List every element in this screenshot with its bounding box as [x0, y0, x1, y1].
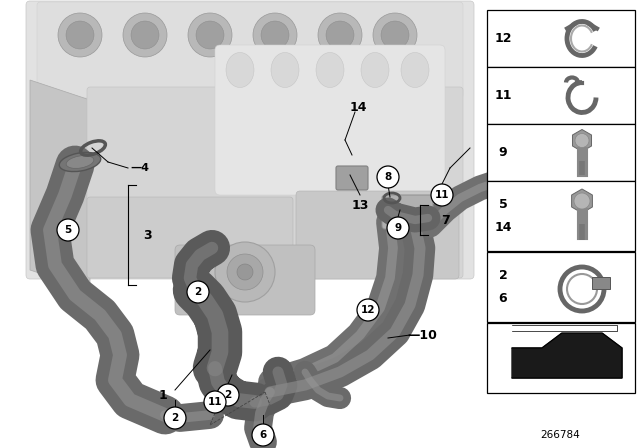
Circle shape: [574, 193, 590, 209]
Text: 6: 6: [259, 430, 267, 440]
FancyBboxPatch shape: [26, 1, 474, 279]
Bar: [592, 277, 610, 289]
Circle shape: [217, 384, 239, 406]
Bar: [487, 181, 635, 251]
FancyBboxPatch shape: [382, 195, 433, 229]
Circle shape: [431, 184, 453, 206]
Circle shape: [215, 242, 275, 302]
Circle shape: [261, 21, 289, 49]
Text: 6: 6: [499, 293, 508, 306]
Text: 8: 8: [385, 172, 392, 182]
Circle shape: [196, 21, 224, 49]
Polygon shape: [30, 80, 90, 290]
Text: 12: 12: [361, 305, 375, 315]
Text: 11: 11: [435, 190, 449, 200]
Bar: [487, 252, 635, 322]
Text: 5: 5: [499, 198, 508, 211]
Circle shape: [575, 134, 589, 147]
Text: 1: 1: [159, 388, 168, 401]
Circle shape: [381, 21, 409, 49]
Circle shape: [57, 219, 79, 241]
FancyBboxPatch shape: [215, 45, 445, 195]
Text: 11: 11: [208, 397, 222, 407]
Bar: [487, 10, 635, 67]
Circle shape: [252, 424, 274, 446]
Circle shape: [377, 166, 399, 188]
FancyBboxPatch shape: [175, 245, 315, 315]
Circle shape: [227, 254, 263, 290]
FancyBboxPatch shape: [87, 197, 293, 278]
Text: 14: 14: [494, 221, 512, 234]
FancyBboxPatch shape: [336, 166, 368, 190]
FancyBboxPatch shape: [37, 2, 463, 98]
Circle shape: [123, 13, 167, 57]
FancyBboxPatch shape: [296, 191, 459, 279]
Text: 12: 12: [494, 32, 512, 45]
Polygon shape: [512, 333, 622, 378]
Circle shape: [131, 21, 159, 49]
Ellipse shape: [401, 52, 429, 87]
Text: 9: 9: [499, 146, 508, 159]
Text: 11: 11: [494, 89, 512, 102]
Circle shape: [66, 21, 94, 49]
Text: 2: 2: [499, 269, 508, 282]
Ellipse shape: [361, 52, 389, 87]
Circle shape: [357, 299, 379, 321]
Circle shape: [387, 217, 409, 239]
Polygon shape: [512, 325, 617, 331]
Text: 2: 2: [172, 413, 179, 423]
Ellipse shape: [66, 155, 94, 168]
Text: 13: 13: [351, 198, 369, 211]
Circle shape: [318, 13, 362, 57]
Circle shape: [188, 13, 232, 57]
Circle shape: [164, 407, 186, 429]
Circle shape: [373, 13, 417, 57]
Ellipse shape: [271, 52, 299, 87]
Text: —10: —10: [407, 328, 437, 341]
Circle shape: [253, 13, 297, 57]
Circle shape: [326, 21, 354, 49]
Bar: [487, 323, 635, 393]
Circle shape: [58, 13, 102, 57]
Text: 14: 14: [349, 100, 367, 113]
Circle shape: [204, 391, 226, 413]
Text: 7: 7: [440, 214, 449, 227]
Text: 5: 5: [65, 225, 72, 235]
Circle shape: [237, 264, 253, 280]
Bar: [487, 124, 635, 181]
Text: 3: 3: [144, 228, 152, 241]
Circle shape: [187, 281, 209, 303]
Text: —4: —4: [131, 163, 150, 173]
Ellipse shape: [226, 52, 254, 87]
Text: 9: 9: [394, 223, 401, 233]
Text: 266784: 266784: [540, 430, 580, 440]
Text: 2: 2: [195, 287, 202, 297]
Ellipse shape: [60, 152, 100, 172]
Bar: [487, 67, 635, 124]
FancyBboxPatch shape: [87, 87, 463, 278]
Text: 2: 2: [225, 390, 232, 400]
Ellipse shape: [316, 52, 344, 87]
